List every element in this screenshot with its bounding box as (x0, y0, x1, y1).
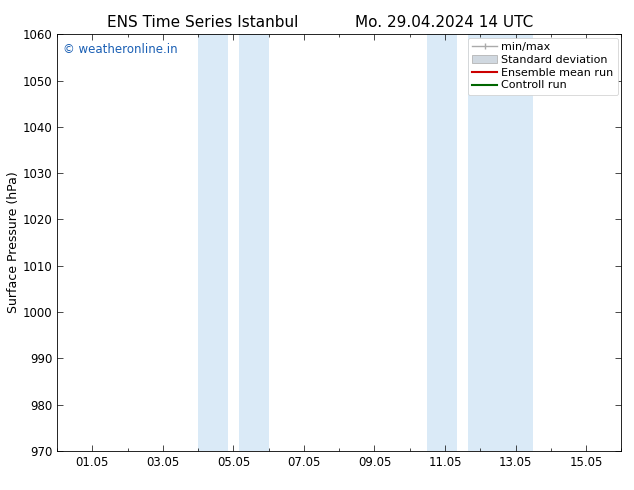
Legend: min/max, Standard deviation, Ensemble mean run, Controll run: min/max, Standard deviation, Ensemble me… (468, 38, 618, 95)
Bar (468, 34, 533, 451)
Bar (238, 34, 269, 451)
Bar (198, 34, 228, 451)
Text: Mo. 29.04.2024 14 UTC: Mo. 29.04.2024 14 UTC (354, 15, 533, 30)
Y-axis label: Surface Pressure (hPa): Surface Pressure (hPa) (7, 172, 20, 314)
Bar (427, 34, 457, 451)
Text: © weatheronline.in: © weatheronline.in (63, 43, 178, 56)
Text: ENS Time Series Istanbul: ENS Time Series Istanbul (107, 15, 299, 30)
